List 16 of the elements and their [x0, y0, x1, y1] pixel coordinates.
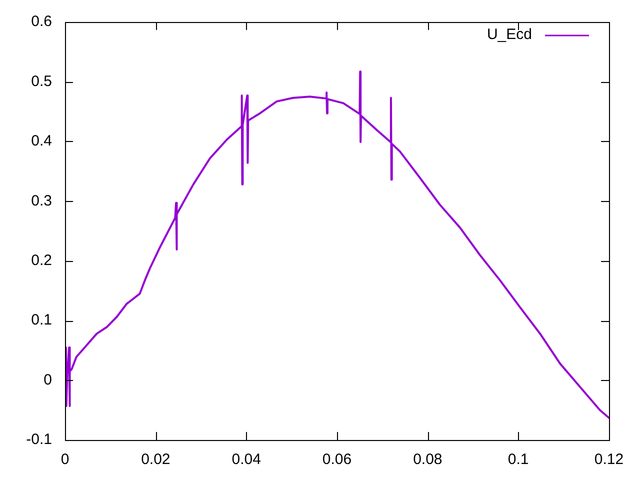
y-tick-label: 0.6	[31, 13, 52, 30]
x-tick-label: 0.02	[141, 451, 170, 468]
x-tick-label: 0.1	[508, 451, 529, 468]
x-tick-label: 0.08	[413, 451, 442, 468]
y-tick-label: 0.5	[31, 72, 52, 90]
y-tick-label: 0.4	[31, 132, 52, 150]
x-tick-label: 0	[60, 451, 70, 468]
y-tick-label: 0.1	[31, 312, 52, 329]
y-tick-label: 0.2	[31, 252, 52, 269]
y-tick-label: 0.3	[31, 192, 52, 210]
x-tick-label: 0.06	[322, 451, 352, 468]
y-tick-label: -0.1	[26, 431, 52, 448]
x-tick-label: 0.04	[232, 451, 261, 468]
x-tick-label: 0.12	[594, 451, 624, 468]
legend-label: U_Ecd	[486, 26, 532, 44]
y-tick-label: 0	[44, 371, 52, 388]
